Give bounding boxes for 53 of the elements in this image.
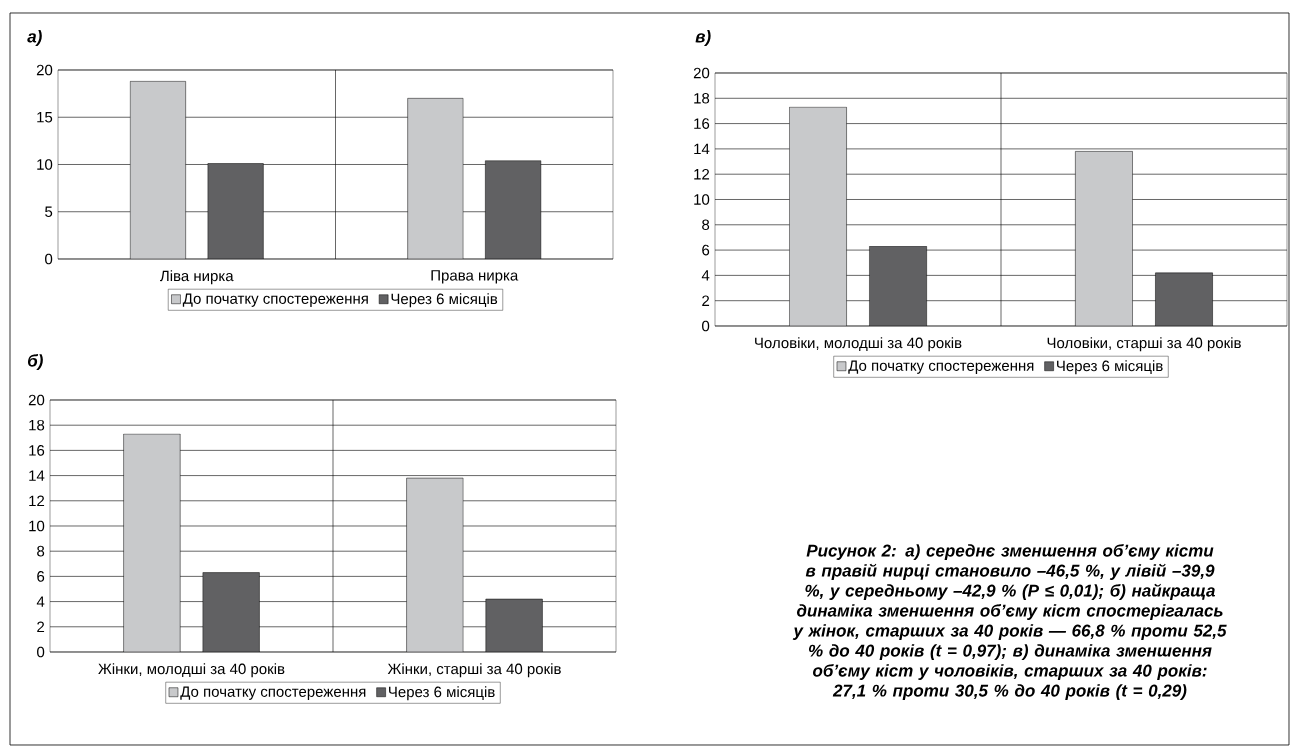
- y-tick-label: 0: [702, 320, 710, 332]
- legend-label: До початку спостереження: [182, 293, 368, 307]
- chart-title: в): [695, 30, 711, 46]
- y-tick-label: 18: [694, 92, 710, 104]
- bar: [406, 477, 464, 652]
- bar: [129, 81, 186, 259]
- y-tick-label: 12: [29, 495, 45, 507]
- y-tick-label: 4: [701, 270, 710, 281]
- x-tick-label: Чоловіки, старші за 40 років: [1047, 337, 1241, 352]
- y-tick-label: 4: [36, 596, 45, 607]
- bar: [1155, 272, 1213, 326]
- y-tick-label: 2: [702, 295, 710, 306]
- y-tick-label: 8: [702, 219, 710, 231]
- bar: [207, 163, 264, 259]
- bar: [485, 598, 543, 652]
- y-tick-label: 10: [694, 194, 710, 205]
- bar: [485, 160, 542, 259]
- y-tick-label: 12: [694, 168, 710, 180]
- y-tick-label: 14: [694, 143, 710, 155]
- y-tick-label: 8: [37, 545, 45, 557]
- bar: [407, 98, 464, 259]
- y-tick-label: 6: [37, 571, 45, 582]
- y-tick-label: 20: [693, 67, 710, 79]
- y-tick-label: 0: [45, 253, 53, 265]
- y-tick-label: 20: [28, 394, 45, 406]
- y-tick-label: 10: [37, 159, 53, 170]
- y-tick-label: 5: [45, 206, 53, 217]
- legend-label: До початку спостереження: [848, 360, 1034, 374]
- legend-label: Через 6 місяців: [391, 293, 498, 308]
- y-tick-label: 18: [29, 419, 45, 431]
- y-tick-label: 20: [36, 64, 53, 76]
- bar: [202, 572, 260, 652]
- y-tick-label: 16: [29, 445, 45, 456]
- chart-title: а): [27, 30, 42, 46]
- text: Рисунок 2: а) середнє зменшення об’єму кісти в правій нирці становило –46,5 %, у лівій –39,9 %, у середньому –42,9 % (P ≤ 0,01); б) найкраща динаміка зменшення об’єму кіст спостерігалась у жінок, старших за 40 років — 66,8 % проти 52,5 % до 40 років (t = 0,97); в) динаміка зменшення об’єму кіст у чоловіків, старших за 40 років: 27,1 % проти 30,5 % до 40 років (t = 0,29): [792, 543, 1227, 700]
- y-tick-label: 16: [694, 118, 710, 129]
- y-tick-label: 10: [29, 520, 45, 532]
- y-tick-label: 6: [702, 244, 710, 256]
- bar: [123, 433, 181, 652]
- y-tick-label: 15: [37, 112, 53, 123]
- y-tick-label: 2: [37, 621, 45, 633]
- legend-label: Через 6 місяців: [1057, 360, 1163, 375]
- y-tick-label: 14: [29, 470, 45, 481]
- y-tick-label: 0: [37, 646, 45, 658]
- x-tick-label: Чоловіки, молодші за 40 років: [755, 337, 962, 352]
- legend-label: До початку спостереження: [180, 686, 366, 700]
- legend-label: Через 6 місяців: [389, 686, 495, 701]
- x-tick-label: Ліва нирка: [160, 270, 234, 285]
- x-tick-label: Жінки, старші за 40 років: [387, 663, 561, 678]
- x-tick-label: Жінки, молодші за 40 років: [98, 663, 285, 678]
- x-tick-label: Права нирка: [431, 270, 519, 284]
- chart-title: б): [27, 353, 43, 370]
- bar: [869, 246, 927, 326]
